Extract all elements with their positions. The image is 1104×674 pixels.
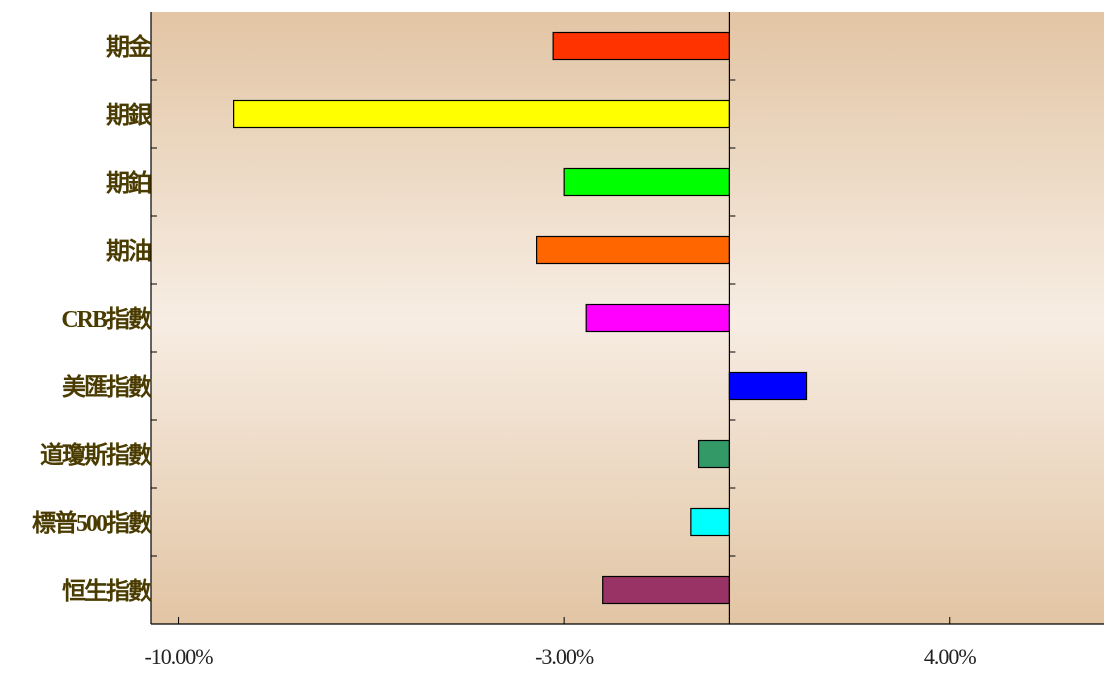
bar-7 [697,439,731,469]
category-label: 美匯指數 [62,373,152,401]
bars [233,31,808,605]
bar-1 [552,31,731,61]
bar-6 [728,371,808,401]
bar-3 [563,167,731,197]
axes [150,12,1104,625]
bar-9 [602,575,731,605]
category-label: 期銀 [106,101,152,129]
category-label: CRB指數 [61,305,152,333]
category-label: 道瓊斯指數 [40,441,152,469]
x-tick-label: 4.00% [924,644,977,669]
category-label: 期鉑 [106,169,151,197]
category-label: 期金 [106,33,153,61]
bar-8 [690,507,731,537]
category-label: 標普500指數 [32,509,152,537]
bar-5 [585,303,731,333]
category-label: 期油 [106,238,151,265]
category-label: 恒生指數 [62,577,152,605]
bar-2 [233,99,731,129]
tick-marks [151,79,736,557]
x-tick-label: -10.00% [144,644,213,669]
bar-4 [536,235,731,265]
x-tick-label: -3.00% [535,644,594,669]
